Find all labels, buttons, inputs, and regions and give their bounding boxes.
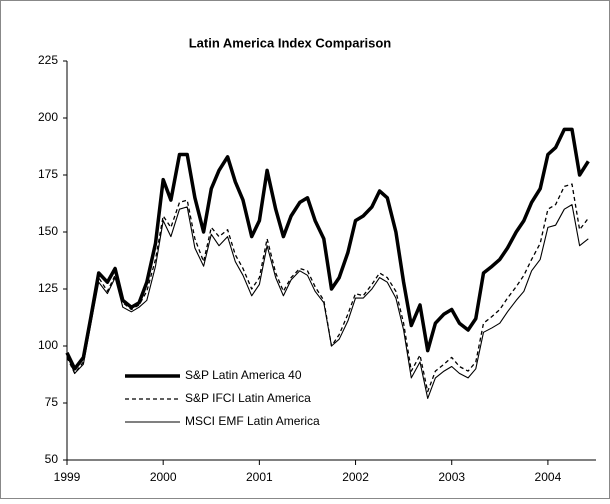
legend-label: S&P IFCI Latin America [185, 391, 311, 405]
legend-label: MSCI EMF Latin America [185, 414, 320, 428]
chart-title: Latin America Index Comparison [189, 35, 392, 50]
y-tick-label: 200 [38, 110, 58, 124]
y-tick-label: 50 [45, 452, 59, 466]
x-tick-label: 1999 [54, 470, 81, 484]
x-tick-label: 2003 [438, 470, 465, 484]
y-tick-label: 100 [38, 338, 58, 352]
y-tick-label: 75 [45, 395, 59, 409]
x-tick-label: 2004 [535, 470, 562, 484]
legend-label: S&P Latin America 40 [185, 368, 302, 382]
y-tick-label: 225 [38, 53, 58, 67]
x-tick-label: 2000 [150, 470, 177, 484]
y-tick-label: 150 [38, 224, 58, 238]
series-line [66, 204, 589, 399]
series-line [65, 127, 590, 371]
x-tick-label: 2001 [246, 470, 273, 484]
y-tick-label: 125 [38, 281, 58, 295]
y-tick-label: 175 [38, 167, 58, 181]
x-tick-label: 2002 [342, 470, 369, 484]
